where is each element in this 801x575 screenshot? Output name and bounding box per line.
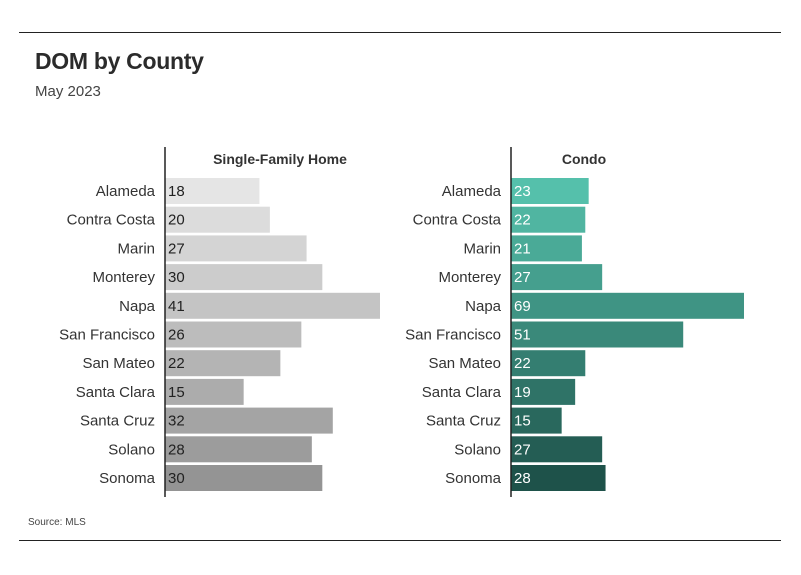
single-family-home-bar-san-mateo: [165, 350, 281, 377]
condo-category-label: Santa Cruz: [426, 413, 501, 430]
condo-bar-santa-clara: [511, 378, 576, 405]
single-family-home-panel-title: Single-Family Home: [213, 151, 347, 167]
condo-value-label: 28: [514, 470, 531, 487]
single-family-home-value-label: 20: [168, 212, 185, 229]
condo-bar-san-francisco: [511, 321, 684, 348]
condo-category-label: San Mateo: [428, 355, 501, 372]
condo-value-label: 19: [514, 384, 531, 401]
chart-title: DOM by County: [35, 48, 204, 74]
condo-value-label: 27: [514, 269, 531, 286]
single-family-home-value-label: 41: [168, 298, 185, 315]
single-family-home-category-label: San Francisco: [59, 327, 155, 344]
single-family-home-value-label: 30: [168, 269, 185, 286]
single-family-home-category-label: Marin: [117, 240, 155, 257]
condo-bar-contra-costa: [511, 206, 586, 233]
single-family-home-bar-santa-clara: [165, 378, 244, 405]
single-family-home-bar-contra-costa: [165, 206, 270, 233]
condo-value-label: 23: [514, 183, 531, 200]
condo-value-label: 51: [514, 327, 531, 344]
condo-bar-sonoma: [511, 465, 606, 491]
single-family-home-bar-napa: [165, 292, 380, 319]
single-family-home-bar-san-francisco: [165, 321, 302, 348]
single-family-home-category-label: Monterey: [92, 269, 155, 286]
condo-category-label: Napa: [465, 298, 502, 315]
condo-bar-alameda: [511, 178, 589, 204]
condo-category-label: Alameda: [442, 183, 502, 200]
single-family-home-category-label: Santa Clara: [76, 384, 156, 401]
condo-value-label: 22: [514, 355, 531, 372]
top-rule: [19, 32, 781, 33]
condo-category-label: Marin: [463, 240, 501, 257]
single-family-home-category-label: Contra Costa: [67, 212, 156, 229]
single-family-home-value-label: 32: [168, 413, 185, 430]
condo-value-label: 21: [514, 240, 531, 257]
single-family-home-value-label: 22: [168, 355, 185, 372]
condo-value-label: 69: [514, 298, 531, 315]
single-family-home-category-label: Napa: [119, 298, 156, 315]
single-family-home-bar-monterey: [165, 264, 323, 291]
condo-category-label: San Francisco: [405, 327, 501, 344]
condo-category-label: Solano: [454, 441, 501, 458]
condo-value-label: 27: [514, 441, 531, 458]
condo-category-label: Contra Costa: [413, 212, 502, 229]
condo-bar-napa: [511, 292, 744, 319]
source-note: Source: MLS: [28, 517, 86, 528]
single-family-home-bar-solano: [165, 436, 312, 463]
single-family-home-bar-sonoma: [165, 465, 323, 491]
single-family-home-bar-santa-cruz: [165, 407, 333, 434]
single-family-home-value-label: 18: [168, 183, 185, 200]
single-family-home-bar-marin: [165, 235, 307, 262]
single-family-home-category-label: Alameda: [96, 183, 156, 200]
single-family-home-value-label: 27: [168, 240, 185, 257]
condo-bar-marin: [511, 235, 582, 262]
condo-bar-monterey: [511, 264, 603, 291]
single-family-home-value-label: 30: [168, 470, 185, 487]
condo-bar-san-mateo: [511, 350, 586, 377]
single-family-home-value-label: 26: [168, 327, 185, 344]
condo-category-label: Monterey: [438, 269, 501, 286]
condo-category-label: Sonoma: [445, 470, 502, 487]
single-family-home-category-label: Santa Cruz: [80, 413, 155, 430]
condo-value-label: 15: [514, 413, 531, 430]
condo-value-label: 22: [514, 212, 531, 229]
single-family-home-category-label: Solano: [108, 441, 155, 458]
condo-bar-santa-cruz: [511, 407, 562, 434]
condo-bar-solano: [511, 436, 603, 463]
single-family-home-value-label: 28: [168, 441, 185, 458]
single-family-home-bar-alameda: [165, 178, 260, 204]
chart-subtitle: May 2023: [35, 83, 101, 100]
bottom-rule: [19, 540, 781, 541]
single-family-home-value-label: 15: [168, 384, 185, 401]
condo-category-label: Santa Clara: [422, 384, 502, 401]
single-family-home-category-label: San Mateo: [82, 355, 155, 372]
condo-panel-title: Condo: [562, 151, 606, 167]
single-family-home-category-label: Sonoma: [99, 470, 156, 487]
